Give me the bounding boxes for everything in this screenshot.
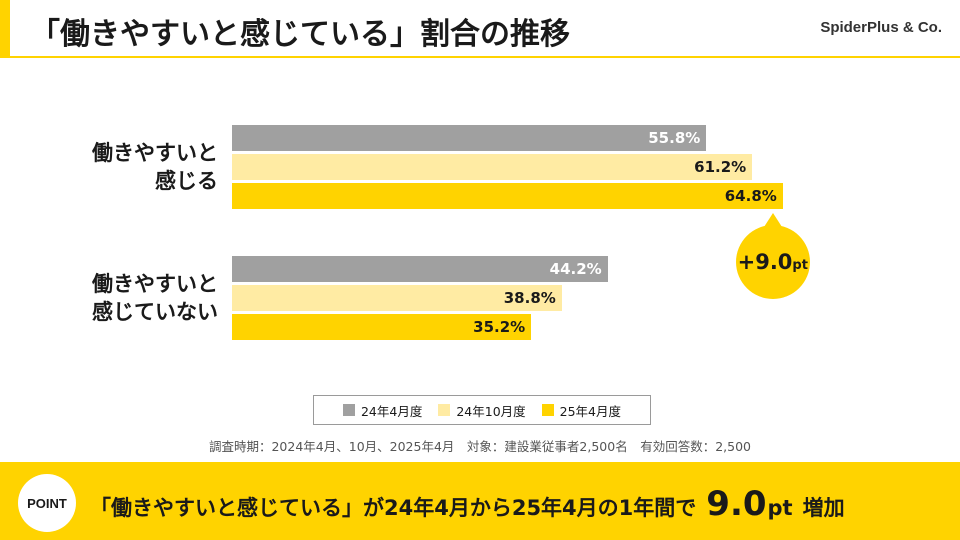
title-accent-bar <box>0 0 10 56</box>
legend-label: 24年4月度 <box>360 403 423 419</box>
legend-label: 24年10月度 <box>456 403 526 419</box>
difference-unit: pt <box>792 257 808 273</box>
category-label: 働きやすいと 感じる <box>92 141 218 193</box>
bar-value-label: 44.2% <box>549 260 602 278</box>
legend-item: 24年4月度 <box>342 401 423 420</box>
point-value: 9.0 <box>706 484 767 524</box>
point-suffix: 増加 <box>802 496 845 520</box>
bar-value-label: 64.8% <box>724 187 777 205</box>
bar <box>232 285 562 311</box>
legend-label: 25年4月度 <box>559 403 622 419</box>
bar-value-label: 61.2% <box>694 158 747 176</box>
title-divider <box>0 56 960 58</box>
difference-value: +9.0 <box>737 250 793 274</box>
bar-value-label: 38.8% <box>503 289 556 307</box>
chart-legend: 24年4月度 24年10月度 25年4月度 <box>313 395 651 425</box>
bar-chart: 働きやすいと 感じる 55.8% 61.2% 64.8% 働きやすいと 感じていない 44.2… <box>0 60 960 390</box>
legend-swatch <box>541 404 554 416</box>
brand-logo: SpiderPlus & Co. <box>820 19 942 36</box>
annotation-pointer <box>763 213 782 227</box>
legend-swatch <box>342 404 355 416</box>
bar-value-label: 55.8% <box>648 129 701 147</box>
category-label: 働きやすいと 感じていない <box>92 272 218 324</box>
legend-item: 25年4月度 <box>541 401 622 420</box>
point-unit: pt <box>767 496 793 520</box>
point-text: 「働きやすいと感じている」が24年4月から25年4月の1年間で <box>90 496 697 520</box>
survey-footnote: 調査時期：2024年4月、10月、2025年4月 対象：建設業従事者2,500名… <box>208 439 751 454</box>
bar-value-label: 35.2% <box>473 318 526 336</box>
legend-swatch <box>438 404 451 416</box>
bar <box>232 125 707 151</box>
bar <box>232 183 783 209</box>
bar <box>232 314 532 340</box>
bar <box>232 256 608 282</box>
legend-item: 24年10月度 <box>438 401 526 420</box>
point-banner: POINT 「働きやすいと感じている」が24年4月から25年4月の1年間で 9.… <box>0 462 960 540</box>
point-message: 「働きやすいと感じている」が24年4月から25年4月の1年間で 9.0 pt 増… <box>90 484 845 524</box>
bar <box>232 154 753 180</box>
difference-badge: +9.0 pt <box>735 225 810 299</box>
point-badge: POINT <box>18 474 76 532</box>
page-title: 「働きやすいと感じている」割合の推移 <box>30 17 570 52</box>
